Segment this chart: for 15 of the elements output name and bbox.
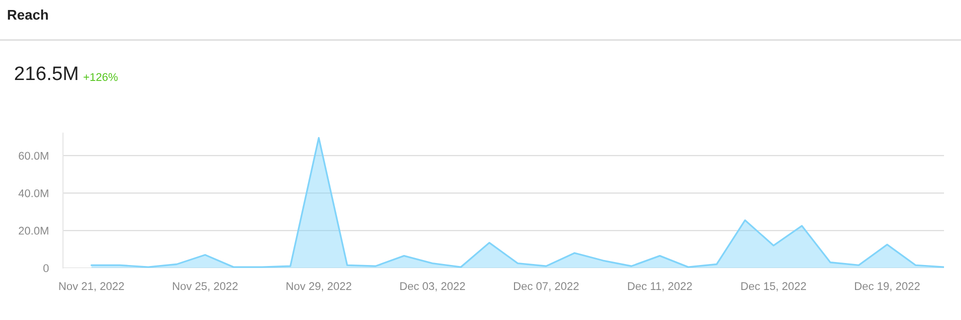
x-tick-label: Nov 29, 2022 — [286, 282, 352, 292]
y-tick-label: 60.0M — [18, 152, 48, 160]
y-tick-label: 20.0M — [18, 226, 48, 235]
x-tick-label: Nov 25, 2022 — [172, 282, 238, 292]
chart-title: Reach — [8, 10, 48, 20]
x-tick-label: Dec 03, 2022 — [400, 282, 465, 292]
x-tick-label: Nov 21, 2022 — [59, 282, 124, 292]
y-tick-label: 0 — [43, 264, 49, 272]
text: +126% — [84, 73, 118, 81]
x-tick-label: Dec 19, 2022 — [855, 282, 920, 292]
x-tick-label: Dec 15, 2022 — [741, 282, 806, 292]
x-tick-label: Dec 11, 2022 — [628, 282, 692, 292]
x-tick-label: Dec 07, 2022 — [514, 282, 579, 292]
text: 216.5M — [14, 66, 78, 80]
y-tick-label: 40.0M — [18, 189, 48, 198]
